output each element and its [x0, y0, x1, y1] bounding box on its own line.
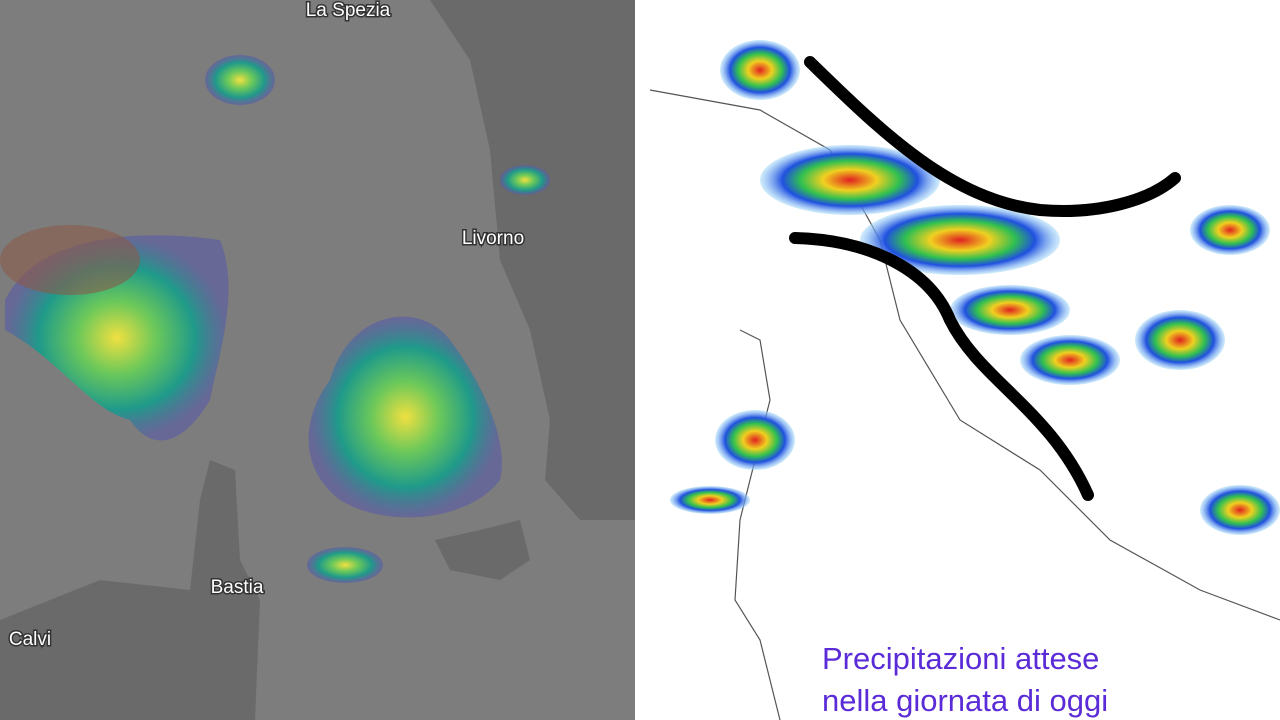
corsica — [0, 460, 260, 720]
precip-area — [760, 145, 940, 215]
caption: Precipitazioni attese — [822, 641, 1099, 676]
precip-area — [860, 205, 1060, 275]
precip-area — [720, 40, 800, 100]
city-label: Calvi — [9, 629, 51, 650]
precip-area — [715, 410, 795, 470]
elba — [435, 520, 530, 580]
city-label: Bastia — [211, 577, 264, 598]
precip-area — [1135, 310, 1225, 370]
annotation-curve — [789, 232, 1094, 501]
rain-cell — [307, 547, 383, 583]
coastline — [649, 89, 1280, 621]
coastline — [734, 329, 781, 720]
city-label: Livorno — [462, 228, 524, 249]
tuscany-coast — [430, 0, 635, 520]
rain-cell — [308, 316, 502, 518]
annotation-curve — [804, 56, 1181, 217]
rain-cell — [500, 165, 550, 195]
precip-area — [1200, 485, 1280, 535]
radar-map: La Spezia Livorno Bastia Calvi — [0, 0, 635, 720]
hail-area — [0, 225, 140, 295]
forecast-map: Precipitazioni attese nella giornata di … — [645, 0, 1280, 720]
precip-area — [1020, 335, 1120, 385]
precip-area — [950, 285, 1070, 335]
precip-area — [670, 486, 750, 514]
caption: nella giornata di oggi — [822, 683, 1108, 718]
rain-cell — [205, 55, 275, 105]
precip-area — [1190, 205, 1270, 255]
city-label: La Spezia — [306, 0, 391, 21]
